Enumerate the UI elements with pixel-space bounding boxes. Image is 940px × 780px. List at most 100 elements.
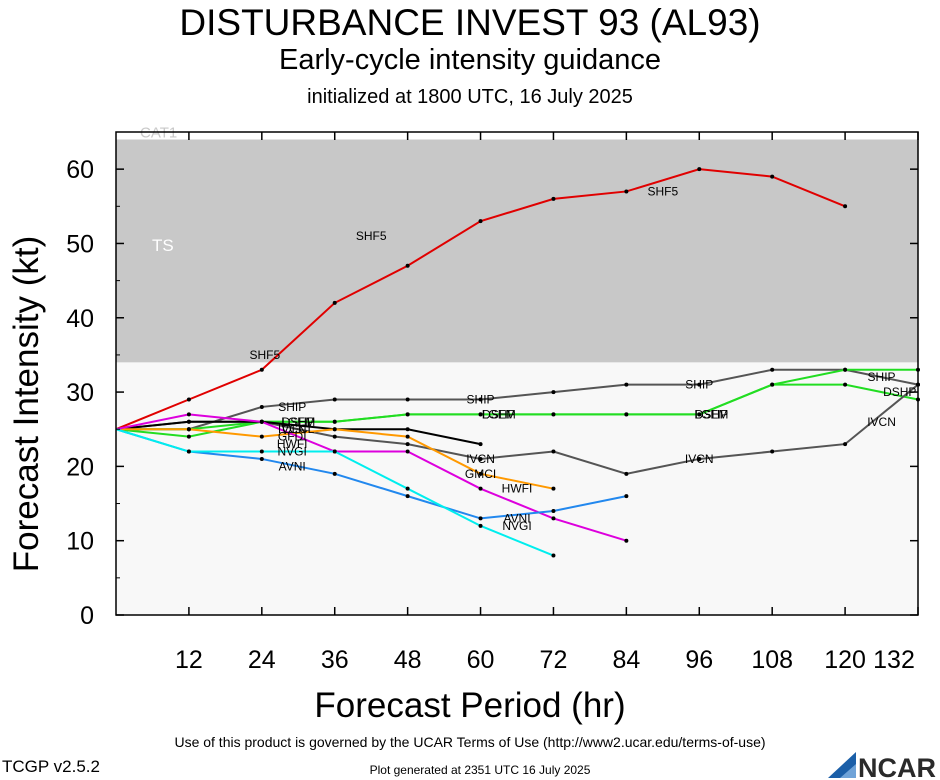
series-nvgi — [115, 428, 556, 558]
plot-generated-time: Plot generated at 2351 UTC 16 July 2025 — [369, 763, 591, 777]
y-tick-label: 20 — [66, 453, 94, 481]
data-point-ivcn — [405, 442, 410, 447]
data-point-ivcn — [478, 456, 483, 461]
data-point-shf5 — [186, 397, 191, 402]
x-axis-label: Forecast Period (hr) — [314, 686, 626, 725]
data-point-gmci — [478, 471, 483, 476]
data-point-lgem — [551, 412, 556, 417]
series-label-hwfi: HWFI — [277, 437, 308, 451]
data-point-ivcn — [843, 442, 848, 447]
data-point-ship — [770, 367, 775, 372]
ncar-logo-text: NCAR — [858, 753, 936, 780]
data-point-hwfi — [551, 516, 556, 521]
data-point-nvgi — [259, 449, 264, 454]
series-label-ofcl: OFCL — [282, 422, 314, 436]
data-point-hwfi — [186, 412, 191, 417]
data-point-shf5 — [697, 167, 702, 172]
intensity-bands: TS CAT1 — [116, 124, 918, 615]
data-point-shf5 — [332, 300, 337, 305]
data-point-shf5 — [259, 367, 264, 372]
series-label-dshp: DSHP — [883, 385, 916, 399]
series-label-lgem: LGEM — [482, 407, 516, 421]
data-point-lgem — [624, 412, 629, 417]
data-point-lgem — [332, 419, 337, 424]
band-label-ts: TS — [152, 236, 174, 255]
x-tick-label: 36 — [321, 646, 349, 674]
data-point-nvgi — [332, 449, 337, 454]
data-point-avni — [478, 516, 483, 521]
series-label-shf5: SHF5 — [647, 184, 678, 198]
chart-subtitle: Early-cycle intensity guidance — [278, 44, 661, 76]
series-label-gfdi: GFDI — [278, 430, 307, 444]
data-point-hwfi — [624, 538, 629, 543]
data-point-dshp — [843, 382, 848, 387]
series-label-shf5: SHF5 — [356, 229, 387, 243]
data-point-gmci — [186, 427, 191, 432]
ncar-logo-mark-light — [840, 764, 856, 778]
series-label-dshp: DSHP — [282, 415, 315, 429]
data-point-shf5 — [770, 174, 775, 179]
data-point-ship — [405, 397, 410, 402]
series-line-gfdi — [115, 420, 481, 446]
data-point-gfdi — [405, 427, 410, 432]
data-point-ivcn — [770, 449, 775, 454]
series-shf5 — [115, 167, 848, 431]
x-tick-label: 120 — [824, 646, 866, 674]
series-gmci — [116, 427, 556, 491]
series-label-shf5: SHF5 — [250, 348, 281, 362]
data-point-lgem — [770, 382, 775, 387]
series-line-lgem — [116, 368, 918, 431]
data-point-ship — [551, 390, 556, 395]
band-ts — [116, 139, 918, 363]
data-point-hwfi — [405, 449, 410, 454]
y-tick-label: 30 — [66, 379, 94, 407]
tool-version: TCGP v2.5.2 — [2, 757, 100, 776]
data-point-hwfi — [478, 486, 483, 491]
y-tick-label: 60 — [66, 156, 94, 184]
series-label-ivcn: IVCN — [466, 452, 495, 466]
data-point-shf5 — [843, 204, 848, 209]
series-line-avni — [115, 428, 627, 520]
series-lines — [115, 167, 920, 558]
data-point-ivcn — [551, 449, 556, 454]
terms-of-use-notice: Use of this product is governed by the U… — [174, 734, 766, 750]
series-label-hwfi: HWFI — [502, 482, 533, 496]
data-point-lgem — [478, 412, 483, 417]
data-point-nvgi — [478, 523, 483, 528]
data-point-ship — [478, 397, 483, 402]
x-tick-label: 12 — [175, 646, 203, 674]
data-point-ivcn — [697, 456, 702, 461]
chart-axes: 0 10 20 30 40 50 60 12 24 36 48 60 72 84 96 108 120 132 — [66, 131, 919, 674]
series-label-nvgi: NVGI — [502, 519, 531, 533]
series-label-ship: SHIP — [868, 370, 896, 384]
series-label-ship: SHIP — [278, 400, 306, 414]
series-label-nvgi: NVGI — [278, 445, 307, 459]
data-point-shf5 — [551, 196, 556, 201]
series-label-avni: AVNI — [503, 511, 530, 525]
data-point-avni — [332, 471, 337, 476]
data-point-ship — [259, 404, 264, 409]
y-tick-label: 50 — [66, 230, 94, 258]
data-point-ship — [332, 397, 337, 402]
data-point-lgem — [843, 367, 848, 372]
data-point-shf5 — [478, 219, 483, 224]
x-tick-label: 60 — [467, 646, 495, 674]
series-label-dshp: DSHP — [482, 407, 515, 421]
series-label-lgem: LGEM — [694, 407, 728, 421]
ncar-logo: NCAR — [828, 752, 936, 780]
data-point-avni — [624, 494, 629, 499]
data-point-avni — [259, 456, 264, 461]
data-point-lgem — [405, 412, 410, 417]
plot-frame — [115, 131, 919, 616]
x-tick-label: 132 — [873, 646, 915, 674]
y-tick-label: 40 — [66, 305, 94, 333]
x-tick-label: 48 — [394, 646, 422, 674]
y-tick-label: 0 — [80, 602, 94, 630]
band-below-ts — [116, 362, 918, 615]
x-tick-label: 108 — [751, 646, 793, 674]
data-point-gmci — [332, 427, 337, 432]
series-line-ship — [116, 368, 919, 431]
series-label-ivcn: IVCN — [685, 452, 714, 466]
data-point-hwfi — [259, 419, 264, 424]
